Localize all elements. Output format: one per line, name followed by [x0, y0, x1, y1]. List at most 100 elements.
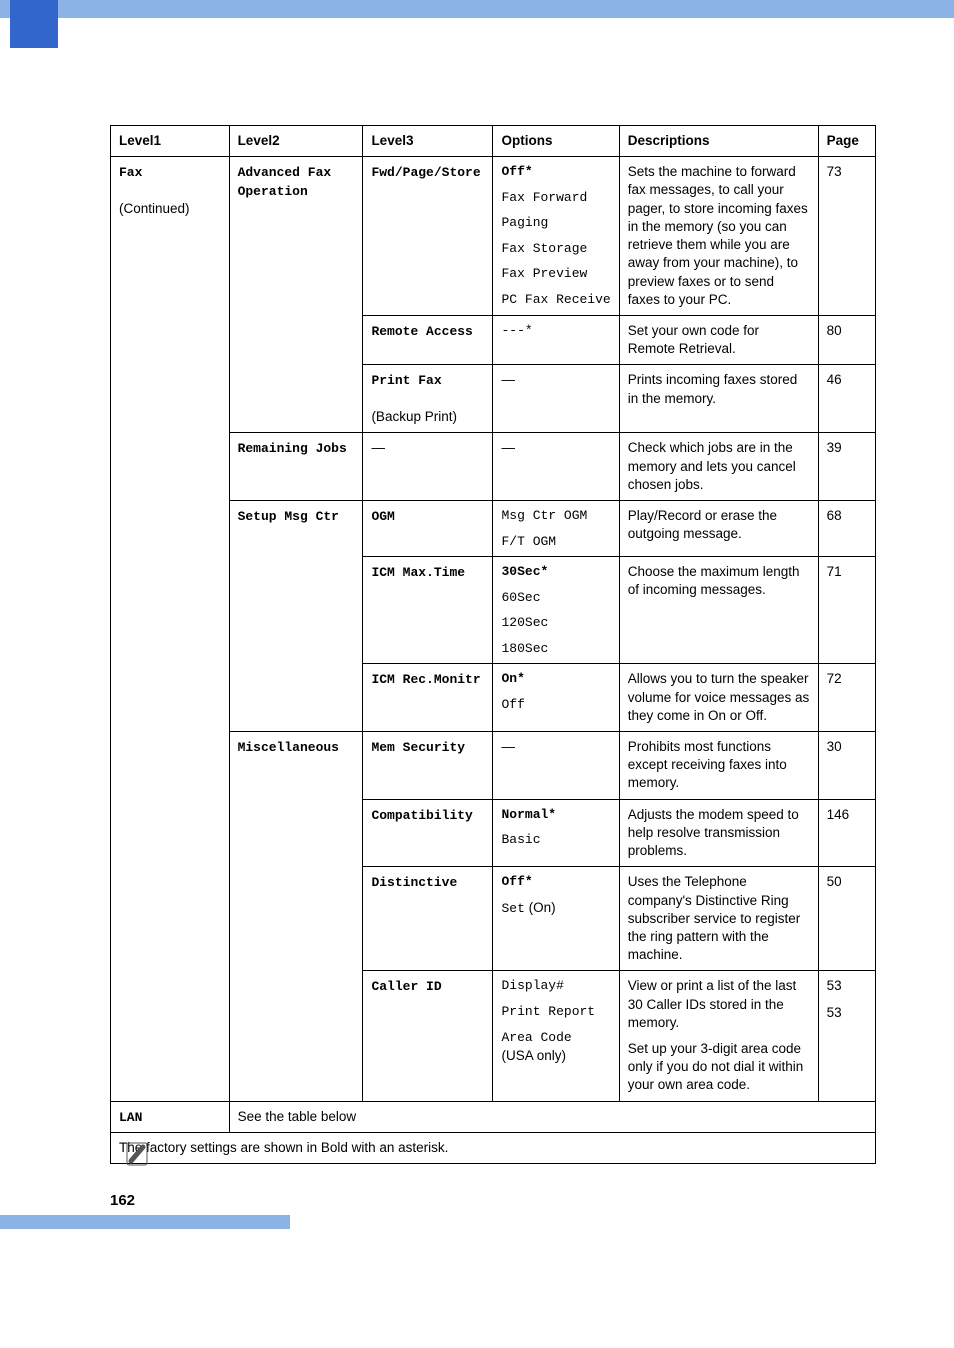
- ogm-level3: OGM: [371, 509, 394, 524]
- advanced-fax-label-2: Operation: [238, 184, 308, 199]
- cell-level3-fwd: Fwd/Page/Store: [363, 157, 493, 316]
- cell-level3-ogm: OGM: [363, 501, 493, 557]
- printfax-l1: Print Fax: [371, 373, 441, 388]
- cell-level3-printfax: Print Fax (Backup Print): [363, 365, 493, 433]
- caller-page1: 53: [827, 977, 867, 995]
- cell-level3-remote: Remote Access: [363, 315, 493, 364]
- cell-options-printfax: —: [493, 365, 619, 433]
- remaining-level2: Remaining Jobs: [238, 441, 347, 456]
- page-number: 162: [110, 1192, 876, 1209]
- cell-desc-dist: Uses the Telephone company's Distinctive…: [619, 867, 818, 971]
- dist-opt2-a: Set: [501, 901, 524, 916]
- memsec-level3: Mem Security: [371, 740, 465, 755]
- cell-page-dist: 50: [818, 867, 875, 971]
- setup-msg-level2: Setup Msg Ctr: [238, 509, 339, 524]
- dist-opt1: Off*: [501, 873, 610, 891]
- cell-options-ogm: Msg Ctr OGM F/T OGM: [493, 501, 619, 557]
- cell-desc-icmrec: Allows you to turn the speaker volume fo…: [619, 664, 818, 732]
- cell-page-caller: 53 53: [818, 971, 875, 1101]
- fwd-opt2: Fax Forward: [501, 189, 610, 207]
- cell-page-memsec: 30: [818, 731, 875, 799]
- fwd-opt1: Off*: [501, 163, 610, 181]
- cell-options-remaining: —: [493, 433, 619, 501]
- cell-level2-misc: Miscellaneous: [229, 731, 363, 1101]
- fwd-opt5: Fax Preview: [501, 265, 610, 283]
- caller-opt4-note: (USA only): [501, 1048, 566, 1063]
- row-lan: LAN See the table below: [111, 1101, 876, 1133]
- footer-stripe: [0, 1215, 290, 1229]
- cell-options-compat: Normal* Basic: [493, 799, 619, 867]
- icmmax-opt3: 120Sec: [501, 614, 610, 632]
- cell-desc-remote: Set your own code for Remote Retrieval.: [619, 315, 818, 364]
- cell-level3-icmmax: ICM Max.Time: [363, 557, 493, 664]
- cell-page-ogm: 68: [818, 501, 875, 557]
- cell-options-dist: Off* Set (On): [493, 867, 619, 971]
- cell-options-icmrec: On* Off: [493, 664, 619, 732]
- fwd-level3: Fwd/Page/Store: [371, 165, 480, 180]
- advanced-fax-label-1: Advanced Fax: [238, 165, 332, 180]
- fwd-opt3: Paging: [501, 214, 610, 232]
- icmrec-opt1: On*: [501, 670, 610, 688]
- caller-opt2: Print Report: [501, 1003, 610, 1021]
- caller-opt3: Area Code: [501, 1030, 571, 1045]
- icmmax-opt1: 30Sec*: [501, 563, 610, 581]
- cell-desc-ogm: Play/Record or erase the outgoing messag…: [619, 501, 818, 557]
- cell-desc-printfax: Prints incoming faxes stored in the memo…: [619, 365, 818, 433]
- th-level3: Level3: [363, 126, 493, 157]
- cell-lan-note: See the table below: [229, 1101, 875, 1133]
- cell-page-icmrec: 72: [818, 664, 875, 732]
- cell-level3-compat: Compatibility: [363, 799, 493, 867]
- dist-opt2-wrap: Set (On): [501, 899, 610, 918]
- cell-page-printfax: 46: [818, 365, 875, 433]
- cell-level3-remaining: —: [363, 433, 493, 501]
- caller-page2: 53: [827, 1004, 867, 1022]
- caller-level3: Caller ID: [371, 979, 441, 994]
- cell-page-remaining: 39: [818, 433, 875, 501]
- caller-desc2: Set up your 3-digit area code only if yo…: [628, 1040, 810, 1095]
- footnote-text: The factory settings are shown in Bold w…: [119, 1140, 448, 1155]
- misc-level2: Miscellaneous: [238, 740, 339, 755]
- note-icon: [125, 1141, 149, 1175]
- cell-level1-lan: LAN: [111, 1101, 230, 1133]
- th-options: Options: [493, 126, 619, 157]
- cell-desc-caller: View or print a list of the last 30 Call…: [619, 971, 818, 1101]
- compat-opt2: Basic: [501, 831, 610, 849]
- cell-level2-advanced-fax: Advanced Fax Operation: [229, 157, 363, 433]
- icmrec-opt2: Off: [501, 696, 610, 714]
- printfax-l2: (Backup Print): [371, 409, 457, 424]
- cell-level3-dist: Distinctive: [363, 867, 493, 971]
- fwd-opt6: PC Fax Receive: [501, 291, 610, 309]
- row-fwd-page-store: Fax (Continued) Advanced Fax Operation F…: [111, 157, 876, 316]
- cell-page-compat: 146: [818, 799, 875, 867]
- icmmax-opt4: 180Sec: [501, 640, 610, 658]
- cell-desc-memsec: Prohibits most functions except receivin…: [619, 731, 818, 799]
- cell-footnote: The factory settings are shown in Bold w…: [111, 1133, 876, 1164]
- caller-desc1: View or print a list of the last 30 Call…: [628, 977, 810, 1032]
- cell-options-icmmax: 30Sec* 60Sec 120Sec 180Sec: [493, 557, 619, 664]
- fax-continued: (Continued): [119, 201, 190, 216]
- cell-desc-icmmax: Choose the maximum length of incoming me…: [619, 557, 818, 664]
- fwd-opt4: Fax Storage: [501, 240, 610, 258]
- cell-desc-compat: Adjusts the modem speed to help resolve …: [619, 799, 818, 867]
- cell-desc-fwd: Sets the machine to forward fax messages…: [619, 157, 818, 316]
- icmmax-opt2: 60Sec: [501, 589, 610, 607]
- cell-level1-fax: Fax (Continued): [111, 157, 230, 1101]
- row-footnote: The factory settings are shown in Bold w…: [111, 1133, 876, 1164]
- cell-level3-icmrec: ICM Rec.Monitr: [363, 664, 493, 732]
- lan-label: LAN: [119, 1110, 142, 1125]
- compat-level3: Compatibility: [371, 808, 472, 823]
- cell-page-icmmax: 71: [818, 557, 875, 664]
- cell-options-remote: ---*: [493, 315, 619, 364]
- th-level2: Level2: [229, 126, 363, 157]
- menu-table: Level1 Level2 Level3 Options Description…: [110, 125, 876, 1164]
- cell-level3-memsec: Mem Security: [363, 731, 493, 799]
- cell-options-memsec: —: [493, 731, 619, 799]
- fax-label: Fax: [119, 165, 142, 180]
- caller-opt1: Display#: [501, 977, 610, 995]
- cell-level3-caller: Caller ID: [363, 971, 493, 1101]
- icmrec-level3: ICM Rec.Monitr: [371, 672, 480, 687]
- cell-page-remote: 80: [818, 315, 875, 364]
- header-stripe: [0, 0, 954, 18]
- table-header-row: Level1 Level2 Level3 Options Description…: [111, 126, 876, 157]
- cell-level2-remaining: Remaining Jobs: [229, 433, 363, 501]
